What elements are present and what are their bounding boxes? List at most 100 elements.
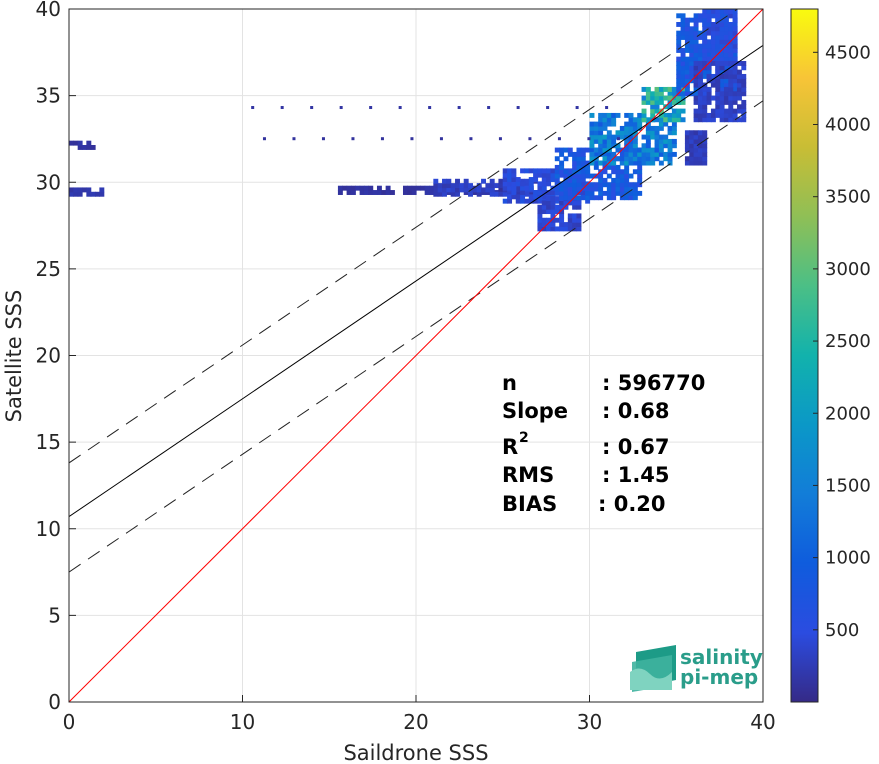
density-cell [507, 181, 513, 187]
density-cell [337, 190, 343, 195]
density-cell [719, 21, 725, 27]
density-cell [663, 86, 669, 92]
density-cell [433, 187, 439, 193]
density-heatmap [69, 9, 747, 232]
density-cell [658, 121, 664, 127]
density-cell [559, 226, 565, 232]
density-cell [606, 121, 612, 127]
density-cell [697, 52, 703, 58]
density-cell [732, 9, 738, 14]
density-cell [628, 182, 634, 188]
density-cell [380, 137, 384, 141]
density-cell [736, 108, 742, 114]
density-cell [550, 204, 556, 210]
density-cell [580, 151, 586, 157]
density-cell [654, 86, 660, 92]
density-cell [680, 60, 686, 66]
density-cell [689, 160, 695, 166]
density-cell [658, 151, 664, 157]
density-cell [676, 95, 682, 101]
density-cell [624, 130, 630, 136]
density-cell [602, 169, 608, 175]
density-cell [520, 178, 526, 184]
density-cell [654, 151, 660, 157]
density-cell [723, 91, 729, 97]
density-cell [528, 181, 534, 187]
density-cell [576, 156, 582, 162]
density-cell [537, 209, 543, 215]
density-cell [719, 95, 725, 101]
density-cell [710, 21, 716, 27]
density-cell [489, 191, 495, 197]
density-cell [706, 17, 712, 23]
density-cell [550, 190, 556, 195]
y-tick-label: 5 [48, 603, 61, 627]
density-cell [667, 156, 673, 162]
density-cell [723, 34, 729, 40]
density-cell [602, 143, 608, 149]
density-cell [650, 156, 656, 162]
density-cell [658, 112, 664, 118]
density-cell [697, 108, 703, 114]
density-cell [511, 177, 517, 182]
density-cell [537, 226, 543, 232]
density-cell [710, 30, 716, 36]
density-cell [663, 112, 669, 118]
stat-slope-value: : 0.68 [602, 399, 670, 423]
density-cell [719, 117, 725, 123]
density-cell [546, 168, 552, 174]
density-cell [680, 78, 686, 84]
density-cell [693, 39, 699, 45]
density-cell [619, 160, 625, 166]
identity-line [69, 9, 763, 702]
density-cell [563, 147, 569, 153]
density-cell [572, 173, 578, 179]
density-cell [598, 134, 604, 140]
density-cell [693, 30, 699, 36]
density-cell [693, 130, 699, 136]
density-cell [719, 73, 725, 79]
density-cell [498, 178, 504, 184]
colorbar [790, 8, 819, 703]
density-cell [537, 185, 543, 191]
density-cell [680, 30, 686, 36]
density-cell [541, 194, 547, 200]
density-cell [689, 134, 695, 140]
density-cell [728, 60, 734, 66]
density-cell [680, 47, 686, 53]
density-cell [589, 156, 595, 162]
density-cell [611, 121, 617, 127]
density-cell [567, 226, 573, 232]
density-cell [498, 183, 504, 189]
logo-text-salinity: salinity [680, 645, 763, 669]
density-cell [598, 138, 604, 144]
density-cell [511, 181, 517, 187]
density-cell [671, 91, 677, 97]
density-cell [576, 213, 582, 219]
density-cell [567, 177, 573, 183]
density-cell [680, 82, 686, 88]
density-cell [576, 151, 582, 157]
density-cell [554, 217, 560, 223]
x-axis-label: Saildrone SSS [343, 741, 488, 764]
density-cell [667, 130, 673, 136]
density-cell [624, 182, 630, 188]
density-cell [676, 60, 682, 66]
density-cell [628, 130, 634, 136]
density-cell [363, 185, 369, 191]
density-cell [684, 30, 690, 36]
density-cell [389, 190, 395, 195]
density-cell [606, 112, 612, 118]
density-cell [732, 21, 738, 27]
density-cell [676, 82, 682, 88]
density-cell [741, 91, 747, 97]
density-cell [605, 106, 609, 110]
density-cell [637, 160, 643, 166]
density-cell [598, 121, 604, 127]
density-cell [697, 112, 703, 118]
density-cell [411, 185, 417, 191]
density-cell [680, 17, 686, 23]
density-cell [741, 78, 747, 84]
density-cell [502, 185, 508, 191]
density-cell [476, 187, 482, 193]
